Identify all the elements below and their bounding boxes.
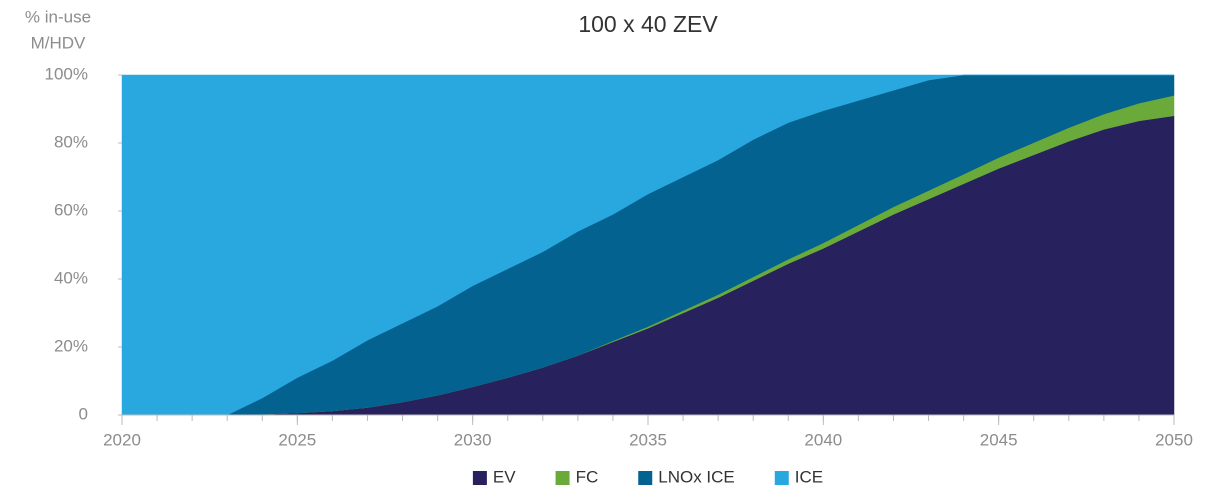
y-axis-label: % in-use (25, 7, 91, 26)
legend-label: EV (493, 467, 516, 486)
x-tick-label: 2040 (804, 430, 842, 449)
x-tick-label: 2050 (1155, 430, 1193, 449)
area (121, 74, 1174, 416)
y-tick-label: 20% (54, 336, 88, 355)
y-tick-label: 0 (79, 404, 88, 423)
x-tick-label: 2025 (278, 430, 316, 449)
x-tick-label: 2045 (980, 430, 1018, 449)
legend-swatch (555, 471, 570, 485)
legend-swatch (638, 471, 653, 485)
y-tick-label: 60% (54, 200, 88, 219)
legend-swatch (472, 471, 487, 485)
y-tick-label: 100% (45, 64, 88, 83)
chart-title: 100 x 40 ZEV (578, 11, 718, 37)
legend-label: FC (576, 467, 599, 486)
x-tick-label: 2035 (629, 430, 667, 449)
x-tick-label: 2020 (103, 430, 141, 449)
x-tick-label: 2030 (454, 430, 492, 449)
legend-swatch (774, 471, 789, 485)
legend-label: ICE (795, 467, 823, 486)
y-axis-label: M/HDV (31, 33, 86, 52)
legend-label: LNOx ICE (658, 467, 735, 486)
y-tick-label: 40% (54, 268, 88, 287)
y-tick-label: 80% (54, 132, 88, 151)
